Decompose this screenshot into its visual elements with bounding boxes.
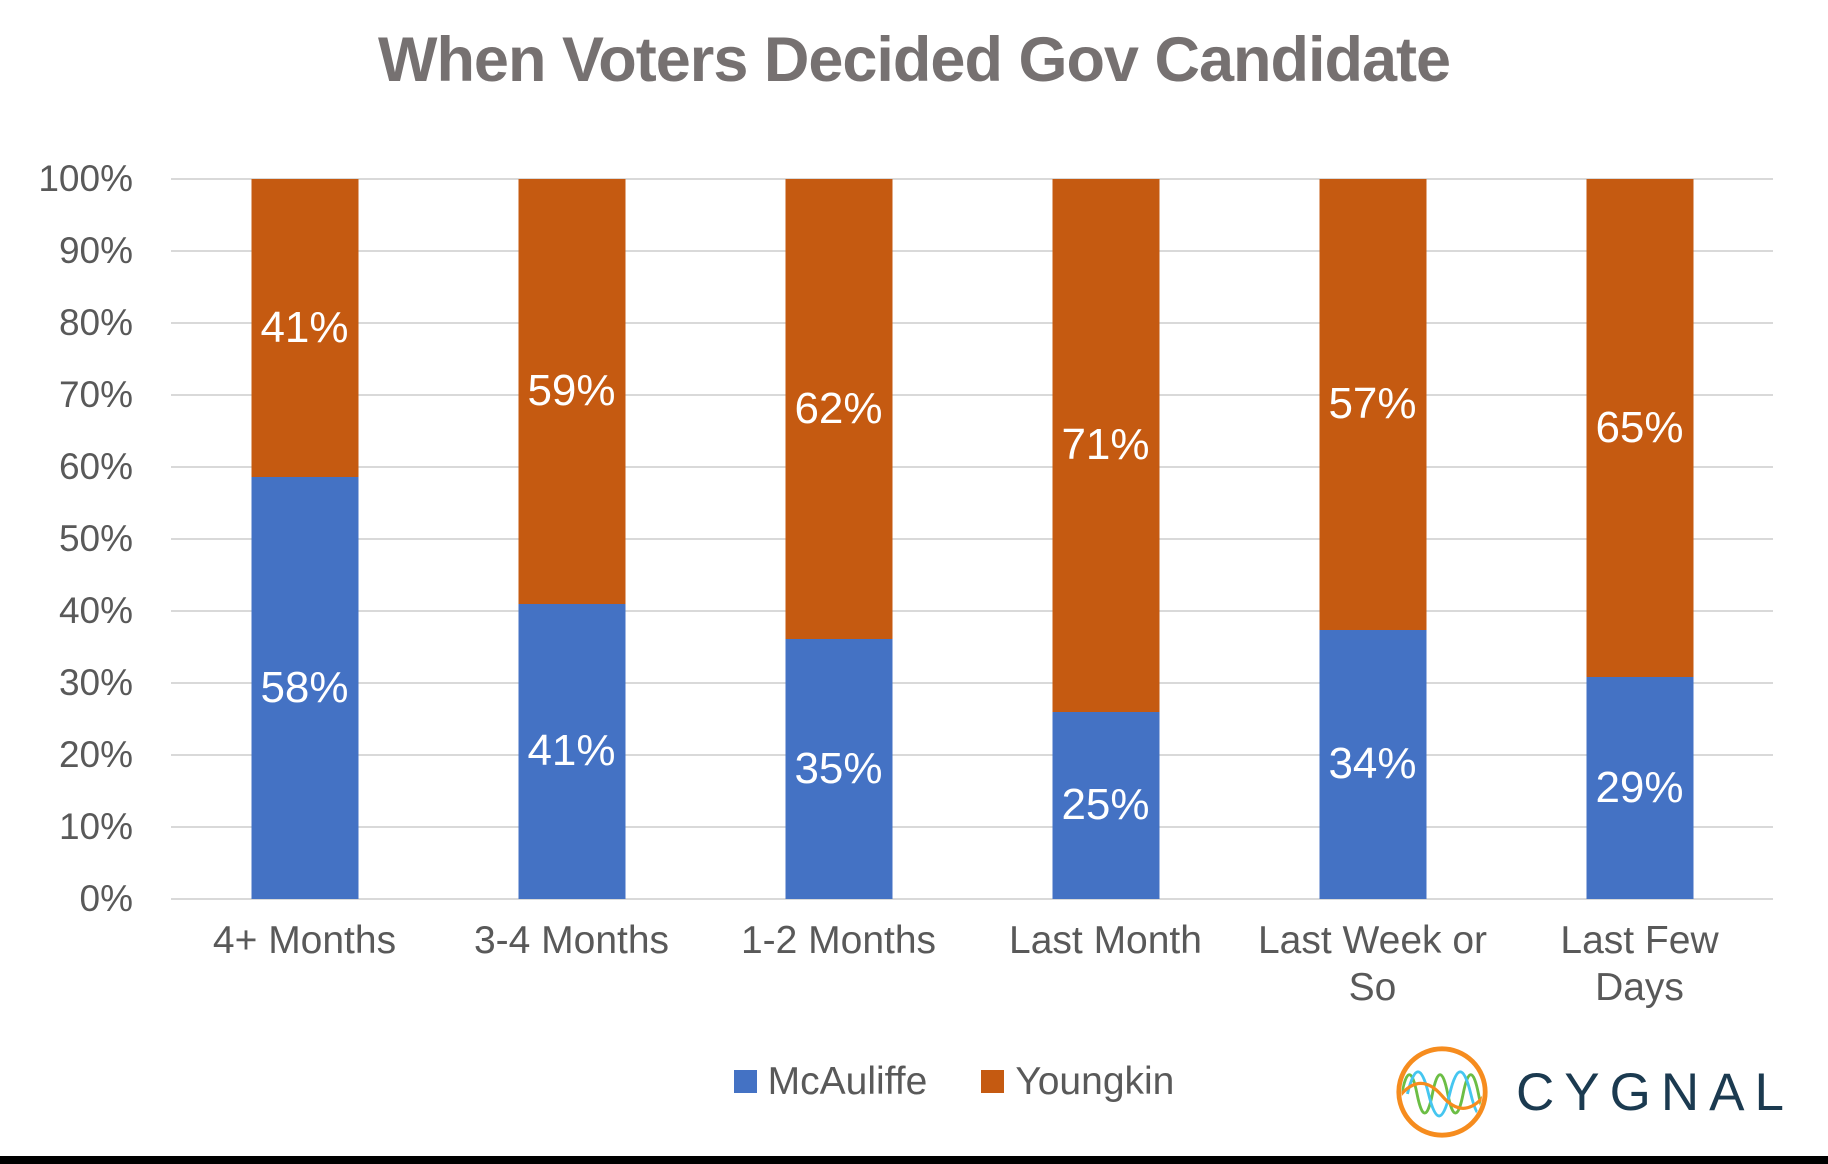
chart-title: When Voters Decided Gov Candidate xyxy=(377,25,1451,95)
y-axis-tick-label: 60% xyxy=(58,446,133,487)
x-axis-category-label: 1-2 Months xyxy=(740,919,937,962)
gridline xyxy=(171,322,1773,324)
y-axis-tick-label: 40% xyxy=(58,590,133,631)
stacked-bar: 41% 58% xyxy=(251,179,358,899)
bar-slot: 59% 41% xyxy=(438,179,705,899)
gridline xyxy=(171,538,1773,540)
y-axis-tick-label: 10% xyxy=(58,806,133,847)
data-label: 25% xyxy=(1061,780,1150,830)
bar-segment-youngkin: 41% xyxy=(251,179,358,478)
data-label: 57% xyxy=(1328,379,1417,429)
bar-segment-mcauliffe: 34% xyxy=(1319,629,1426,899)
y-axis-tick-label: 80% xyxy=(58,302,133,343)
bar-segment-mcauliffe: 29% xyxy=(1586,676,1693,899)
x-axis: 4+ Months 3-4 Months 1-2 Months Last Month L… xyxy=(171,918,1773,1012)
bar-segment-mcauliffe: 58% xyxy=(251,477,358,899)
bar-slot: 62% 35% xyxy=(705,179,972,899)
logo-wave-orange xyxy=(1401,1081,1483,1110)
y-axis-tick-label: 20% xyxy=(58,734,133,775)
gridline xyxy=(171,466,1773,468)
x-axis-category-label: Last Month xyxy=(1009,919,1202,962)
legend-item-mcauliffe: McAuliffe xyxy=(733,1060,928,1103)
stacked-bar: 59% 41% xyxy=(518,179,625,899)
bar-segment-youngkin: 62% xyxy=(785,179,892,640)
gridline xyxy=(171,682,1773,684)
bar-segment-youngkin: 57% xyxy=(1319,179,1426,630)
x-axis-category-label: Last Week or So xyxy=(1257,919,1488,1009)
legend-item-youngkin: Youngkin xyxy=(981,1062,1174,1101)
legend-label: Youngkin xyxy=(1015,1060,1175,1103)
bar-slot: 41% 58% xyxy=(171,179,438,899)
gridline xyxy=(171,610,1773,612)
bottom-border xyxy=(0,1156,1828,1164)
plot-area: 41% 58% 59% 41% 62% 35% 71% 25% 57% 34% 65% 29% xyxy=(171,178,1773,900)
y-axis-tick-label: 0% xyxy=(79,878,133,919)
legend-swatch xyxy=(733,1070,757,1093)
y-axis-tick-label: 50% xyxy=(58,518,133,559)
bar-slot: 65% 29% xyxy=(1506,179,1773,899)
cygnal-branding: CYGNAL xyxy=(1394,1044,1794,1140)
y-axis-tick-label: 90% xyxy=(58,230,133,271)
bar-segment-mcauliffe: 41% xyxy=(518,603,625,899)
gridline xyxy=(171,898,1773,900)
gridline xyxy=(171,754,1773,756)
legend: McAuliffe Youngkin xyxy=(40,1062,1828,1101)
bar-segment-youngkin: 65% xyxy=(1586,179,1693,677)
logo-wave-green xyxy=(1401,1073,1483,1115)
bar-segment-youngkin: 59% xyxy=(518,179,625,604)
x-axis-category-label: Last Few Days xyxy=(1560,919,1719,1009)
data-label: 62% xyxy=(794,384,883,434)
logo-wordmark: CYGNAL xyxy=(1516,1062,1794,1122)
gridline xyxy=(171,826,1773,828)
gridline xyxy=(171,178,1773,180)
bar-segment-mcauliffe: 25% xyxy=(1052,711,1159,899)
bar-slot: 57% 34% xyxy=(1239,179,1506,899)
gridline xyxy=(171,250,1773,252)
data-label: 29% xyxy=(1595,762,1684,812)
bars-layer: 41% 58% 59% 41% 62% 35% 71% 25% 57% 34% 65% 29% xyxy=(171,179,1773,899)
stacked-bar: 71% 25% xyxy=(1052,179,1159,899)
logo-circle xyxy=(1396,1046,1488,1138)
legend-label: McAuliffe xyxy=(767,1060,928,1103)
cygnal-logo-icon xyxy=(1396,1046,1488,1138)
bar-segment-youngkin: 71% xyxy=(1052,179,1159,712)
stacked-bar: 57% 34% xyxy=(1319,179,1426,899)
data-label: 65% xyxy=(1595,402,1684,452)
data-label: 34% xyxy=(1328,739,1417,789)
x-axis-category-label: 4+ Months xyxy=(212,919,397,962)
gridline xyxy=(171,394,1773,396)
legend-swatch xyxy=(981,1070,1005,1093)
y-axis: 0% 10% 20% 30% 40% 50% 60% 70% 80% 90% 100% xyxy=(0,158,133,919)
stacked-bar: 65% 29% xyxy=(1586,179,1693,899)
y-axis-tick-label: 30% xyxy=(58,662,133,703)
y-axis-tick-label: 100% xyxy=(38,158,133,199)
y-axis-tick-label: 70% xyxy=(58,374,133,415)
x-axis-category-label: 3-4 Months xyxy=(473,919,670,962)
data-label: 58% xyxy=(260,663,349,713)
data-label: 35% xyxy=(794,744,883,794)
data-label: 41% xyxy=(260,303,349,353)
bar-slot: 71% 25% xyxy=(972,179,1239,899)
bar-segment-mcauliffe: 35% xyxy=(785,639,892,899)
data-label: 71% xyxy=(1061,420,1150,470)
stacked-bar: 62% 35% xyxy=(785,179,892,899)
data-label: 59% xyxy=(527,366,616,416)
data-label: 41% xyxy=(527,726,616,776)
